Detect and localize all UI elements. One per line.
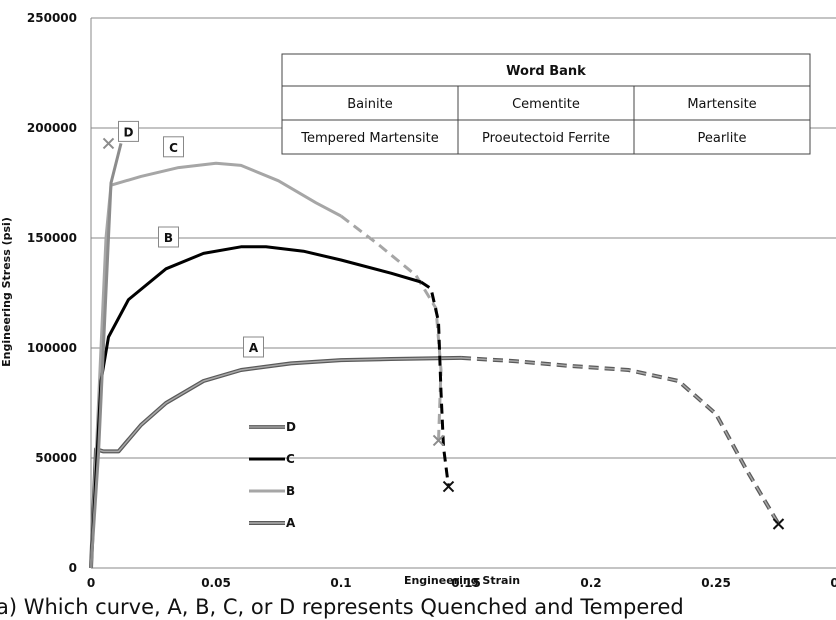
series-D-line	[89, 143, 123, 569]
fracture-marker-D	[102, 137, 115, 150]
callout-box-D	[118, 120, 139, 142]
x-tick-label: 0.2	[580, 576, 601, 590]
x-tick-label: 0.1	[330, 576, 351, 590]
x-tick-labels: 0 0.05 0.1 0.15 0.2 0.25 0.3	[87, 576, 836, 590]
legend: D C B A	[249, 420, 296, 530]
callout-box-B	[158, 226, 179, 248]
legend-label-B: B	[286, 484, 295, 498]
series-A-dashed	[460, 357, 780, 525]
legend-label-A: A	[286, 516, 296, 530]
y-tick-labels: 0 50000 100000 150000 200000 250000	[27, 11, 77, 575]
word-bank-cell: Pearlite	[697, 131, 746, 146]
y-tick-label: 200000	[27, 121, 77, 135]
x-tick-label: 0.3	[830, 576, 836, 590]
series-A-line-outline	[89, 355, 462, 569]
y-tick-label: 250000	[27, 11, 77, 25]
word-bank-title: Word Bank	[506, 64, 586, 79]
series-C-dashed	[340, 214, 443, 441]
y-tick-label: 150000	[27, 231, 77, 245]
series-A-dashed-outline	[460, 355, 781, 526]
curves	[89, 143, 781, 569]
fracture-marker-B	[442, 480, 455, 493]
y-tick-label: 0	[69, 561, 77, 575]
word-bank-frame	[281, 53, 811, 155]
callout-label-A: A	[249, 341, 259, 355]
fracture-marker-A	[772, 518, 785, 530]
fracture-marker-C	[432, 434, 445, 447]
x-tick-label: 0	[87, 576, 95, 590]
curve-callouts: A C B D	[118, 120, 264, 358]
series-C-line	[89, 161, 342, 569]
series-B-line	[89, 245, 422, 569]
callout-label-B: B	[164, 231, 173, 245]
word-bank-cell: Martensite	[687, 97, 756, 112]
word-bank-cell: Bainite	[347, 97, 392, 112]
word-bank-cell: Proeutectoid Ferrite	[482, 131, 610, 146]
axes	[90, 18, 836, 569]
callout-label-C: C	[169, 141, 178, 155]
word-bank-cell: Tempered Martensite	[300, 131, 438, 146]
series-B-dashed	[420, 280, 450, 487]
legend-label-C: C	[286, 452, 295, 466]
y-tick-label: 50000	[35, 451, 77, 465]
fracture-markers	[102, 137, 785, 530]
x-tick-label: 0.15	[451, 576, 481, 590]
callout-label-D: D	[124, 125, 134, 139]
y-tick-label: 100000	[27, 341, 77, 355]
callout-box-C	[163, 136, 184, 158]
callout-box-A	[243, 336, 264, 358]
legend-label-D: D	[286, 420, 296, 434]
y-axis-title: Engineering Stress (psi)	[0, 217, 13, 367]
word-bank-cell: Cementite	[512, 97, 580, 112]
series-A-line	[90, 357, 462, 569]
x-tick-label: 0.25	[701, 576, 731, 590]
x-tick-label: 0.05	[201, 576, 231, 590]
question-text: a) Which curve, A, B, C, or D represents…	[0, 595, 684, 619]
word-bank-table: Word Bank Bainite Cementite Martensite T…	[281, 53, 811, 155]
x-axis-title: Engineering Strain	[404, 574, 520, 587]
